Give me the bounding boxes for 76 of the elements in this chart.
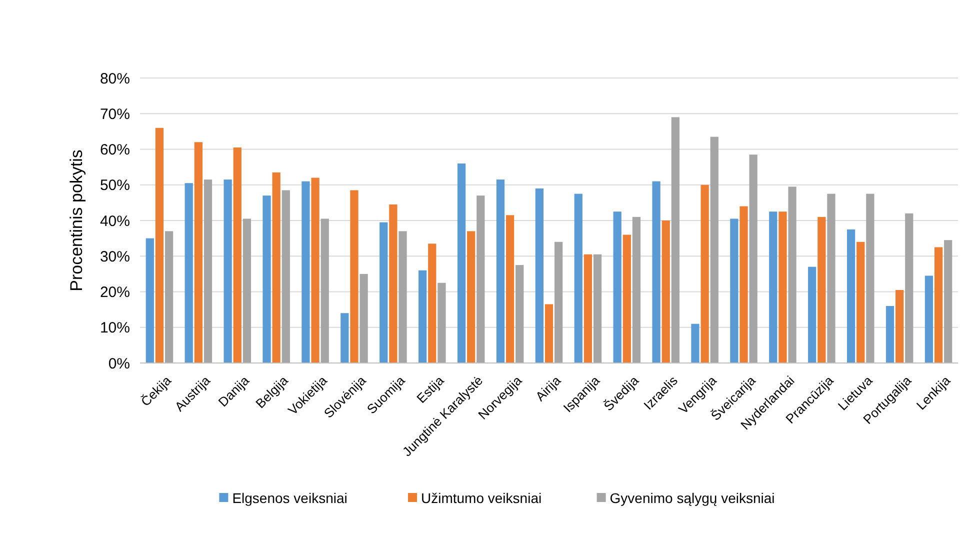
bar — [438, 282, 446, 363]
bar — [282, 190, 290, 363]
bar — [740, 206, 748, 363]
bar — [457, 164, 466, 363]
bar — [320, 218, 329, 363]
bar — [896, 290, 904, 363]
bar — [700, 184, 709, 363]
y-tick-label: 0% — [108, 355, 130, 372]
bar — [846, 229, 856, 363]
legend-label: Gyvenimo sąlygų veiksniai — [610, 490, 775, 506]
bar — [350, 190, 358, 363]
bar — [262, 196, 271, 363]
bar — [886, 306, 894, 363]
bar — [184, 183, 193, 363]
bar — [905, 213, 914, 363]
bar — [155, 128, 164, 363]
bar — [389, 204, 398, 363]
bar — [944, 240, 952, 363]
bar — [788, 186, 796, 363]
bar — [856, 242, 865, 363]
bar — [204, 180, 212, 363]
bar — [808, 266, 816, 363]
bar — [535, 188, 544, 363]
bar — [622, 234, 631, 363]
bar — [710, 136, 718, 363]
bar — [778, 212, 787, 363]
bar — [506, 215, 514, 363]
bar — [467, 231, 476, 363]
bar — [593, 254, 602, 363]
bar — [311, 178, 320, 363]
bar — [418, 270, 427, 363]
y-tick-label: 30% — [100, 248, 130, 266]
bar — [302, 181, 310, 363]
bar — [827, 194, 836, 363]
bar — [164, 231, 174, 363]
bar — [360, 274, 368, 363]
bar — [146, 238, 154, 363]
y-tick-label: 80% — [100, 70, 130, 88]
bar — [866, 194, 874, 363]
bar — [224, 180, 232, 363]
bar — [769, 212, 778, 363]
bar — [671, 117, 680, 363]
bar — [380, 222, 388, 363]
bar — [730, 218, 738, 363]
y-axis-title: Procentinis pokytis — [67, 150, 86, 292]
bar — [924, 276, 934, 363]
y-tick-label: 40% — [100, 212, 130, 230]
bar — [554, 242, 563, 363]
y-tick-label: 20% — [100, 284, 130, 301]
y-tick-label: 10% — [100, 320, 130, 337]
bar — [544, 304, 554, 363]
bar — [398, 231, 407, 363]
bar — [574, 194, 582, 363]
bar — [242, 218, 252, 363]
y-tick-label: 50% — [100, 177, 130, 194]
bar — [613, 212, 622, 363]
bar — [632, 216, 641, 363]
bar — [340, 313, 349, 363]
y-tick-label: 70% — [100, 106, 130, 123]
bar — [233, 147, 242, 363]
bar — [476, 196, 485, 363]
bar — [272, 172, 280, 363]
y-tick-label: 60% — [100, 142, 130, 158]
bar — [691, 324, 700, 363]
bar — [818, 216, 826, 363]
bar — [662, 220, 670, 363]
legend-label: Užimtumo veiksniai — [421, 490, 542, 506]
bar — [584, 254, 592, 363]
bar — [516, 265, 524, 363]
bar — [194, 142, 202, 363]
bar — [749, 154, 758, 363]
bar — [934, 247, 943, 363]
bar — [496, 180, 505, 363]
bar — [652, 181, 660, 363]
bar — [428, 244, 436, 363]
legend-label: Elgsenos veiksniai — [232, 490, 348, 506]
